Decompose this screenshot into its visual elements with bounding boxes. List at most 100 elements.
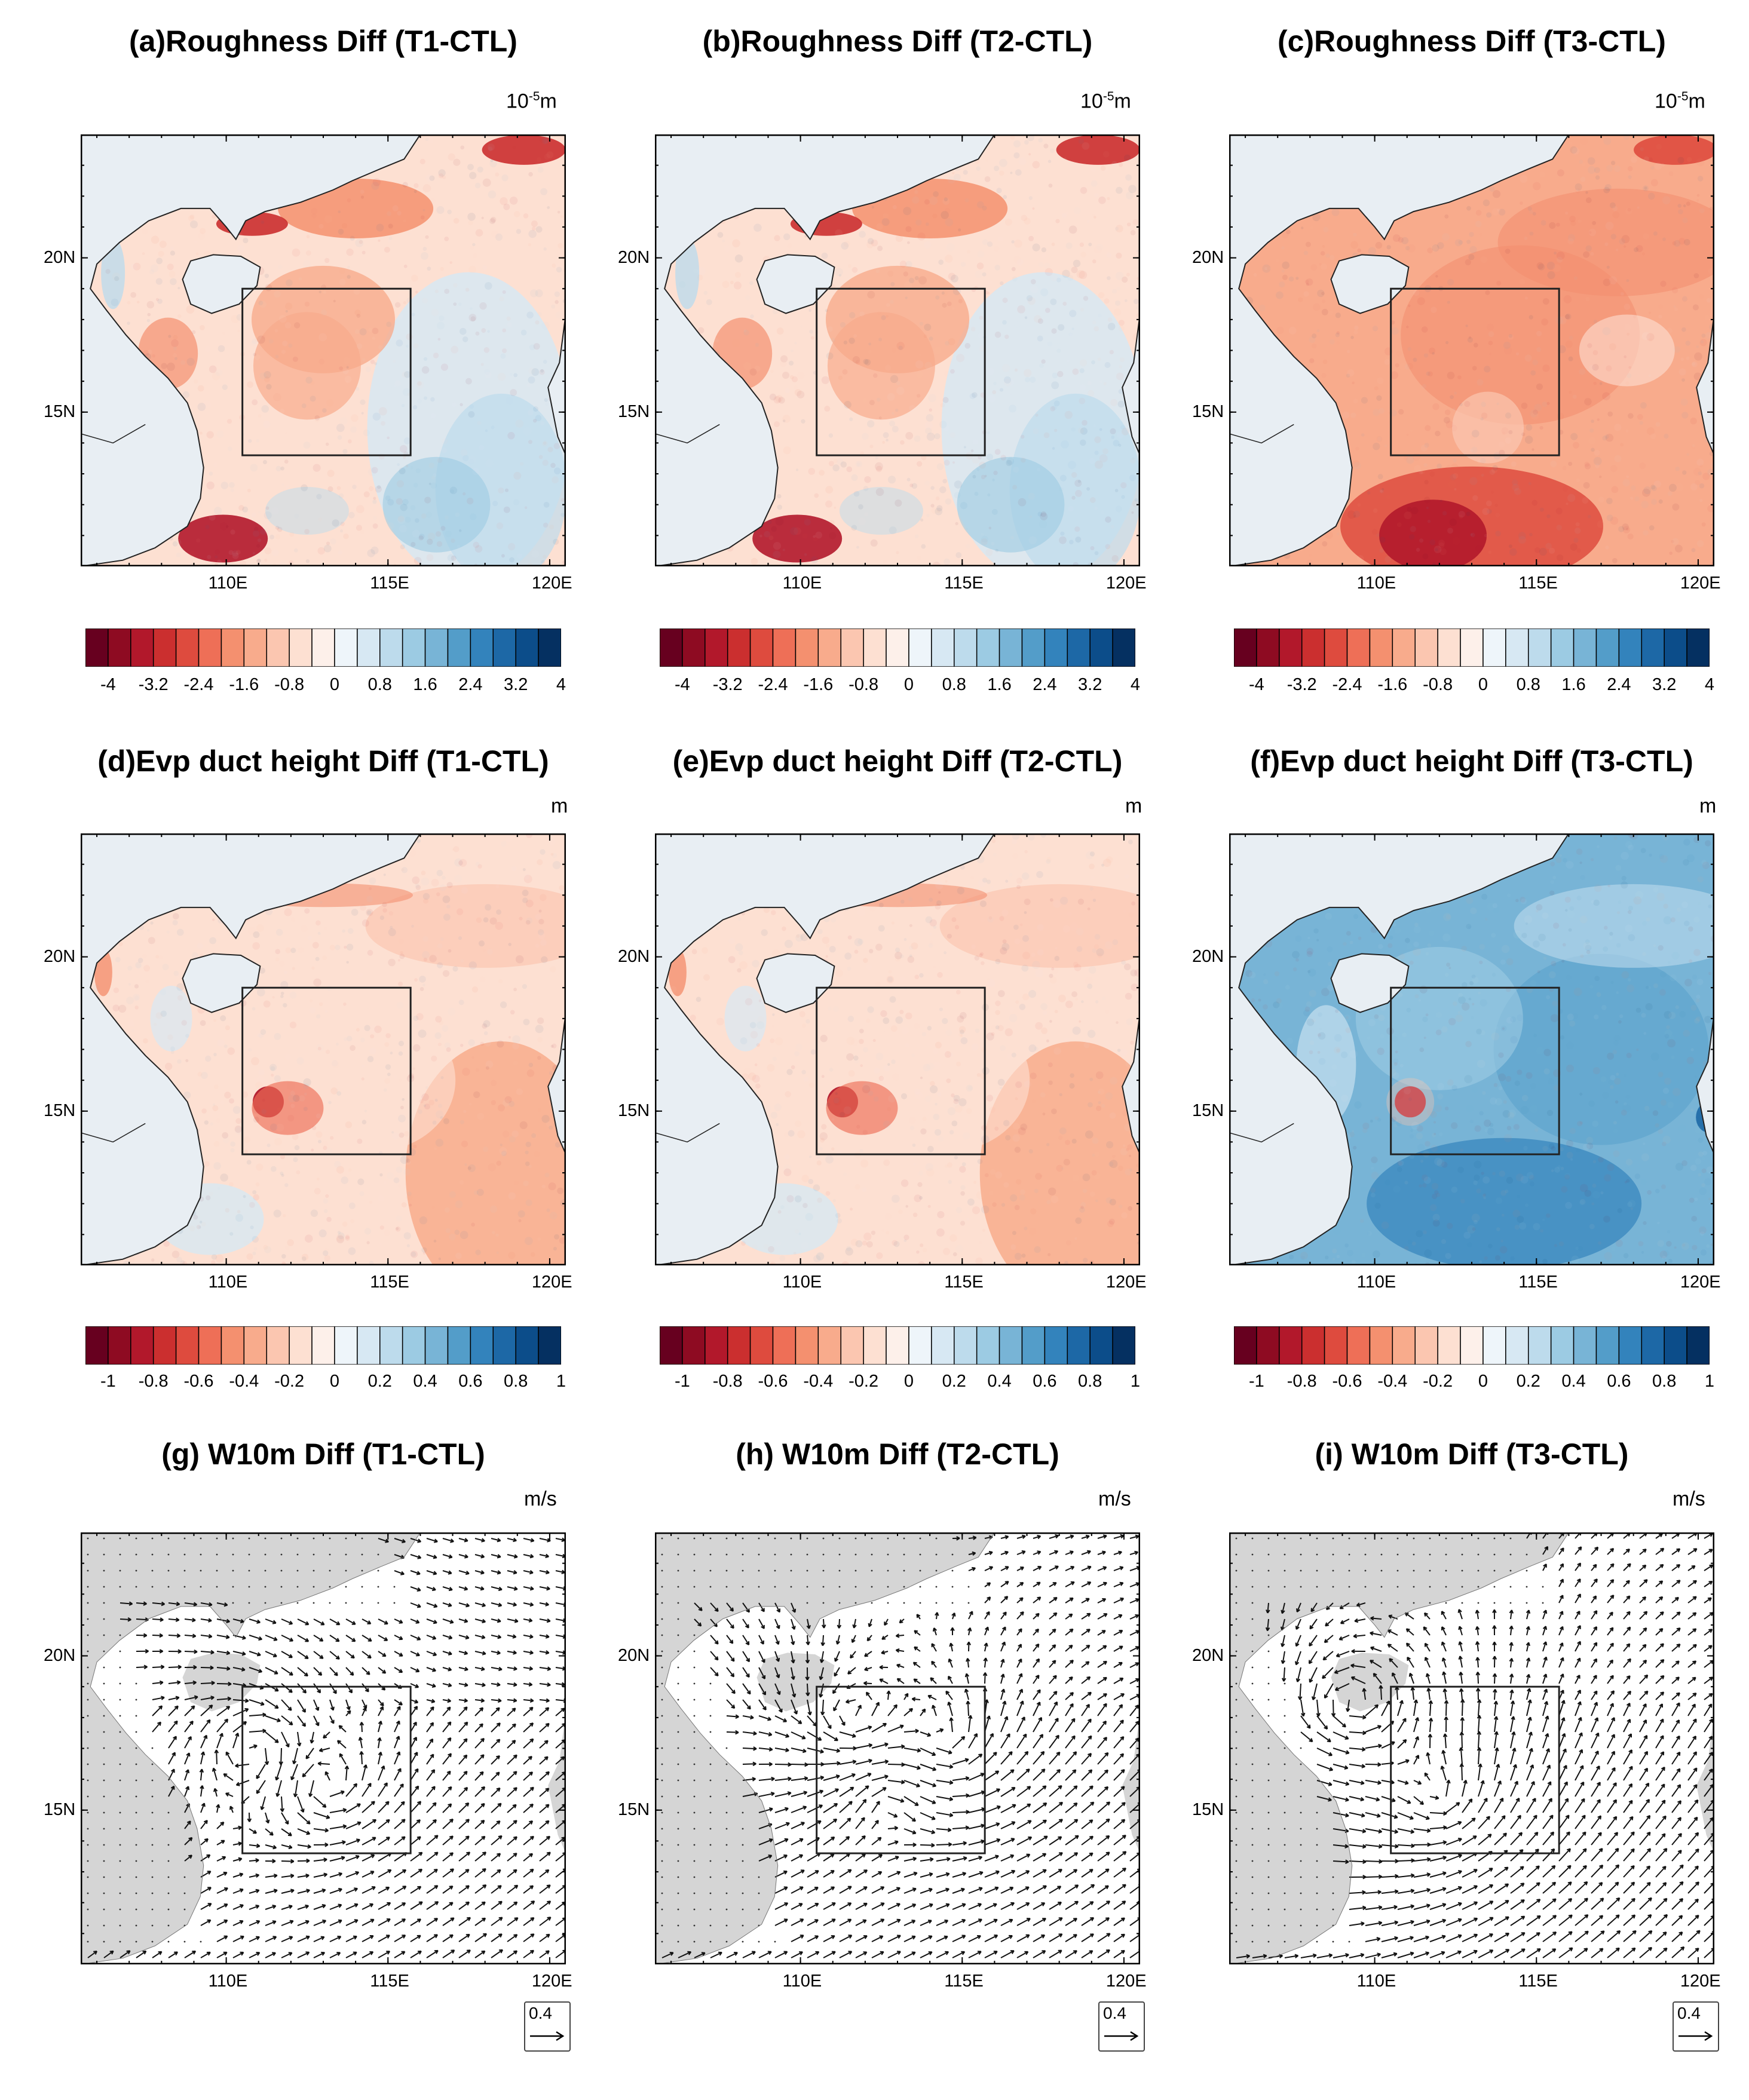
colorbar-tick-label: -0.6 [183,1372,214,1391]
colorbar-tick-label: 0 [1478,1372,1488,1391]
lon-label: 115E [370,1273,409,1292]
map-canvas [81,1532,566,1964]
lat-label: 20N [618,946,650,966]
colorbar-swatch [470,1326,494,1365]
colorbar-tick-label: 0.2 [942,1372,966,1391]
colorbar-swatch [379,628,403,667]
colorbar-tick-label: 0.4 [987,1372,1012,1391]
colorbar-swatch [1414,1326,1438,1365]
colorbar-swatch [492,1326,516,1365]
lon-label: 110E [1356,1972,1396,1991]
lat-label: 20N [44,247,76,267]
panel-title: (b)Roughness Diff (T2-CTL) [702,24,1093,58]
unit-label: 10-5m [1655,90,1705,113]
colorbar-swatch [1686,628,1710,667]
colorbar-swatch [704,628,728,667]
colorbar-tick-label: 2.4 [1033,675,1057,694]
colorbar-swatch [1021,628,1046,667]
lat-label: 15N [618,1799,650,1819]
colorbar-swatch [1641,628,1665,667]
colorbar-swatch [108,628,131,667]
colorbar-swatch [1089,1326,1113,1365]
colorbar-swatch [772,628,797,667]
map-canvas [1229,833,1714,1265]
colorbar-swatch [908,1326,932,1365]
unit-label: m/s [524,1488,557,1510]
panel-title: (e)Evp duct height Diff (T2-CTL) [672,744,1123,778]
lon-label: 110E [1356,1273,1396,1292]
map-canvas [655,833,1140,1265]
colorbar-tick-label: -1 [100,1372,116,1391]
unit-label: m/s [1098,1488,1131,1510]
colorbar-swatch [424,628,449,667]
colorbar-tick-label: 2.4 [458,675,483,694]
lon-label: 115E [944,1273,984,1292]
colorbar-tick-label: 0.8 [367,675,392,694]
lat-label: 20N [618,1645,650,1665]
colorbar-tick-label: -4 [1248,675,1264,694]
colorbar-swatch [704,1326,728,1365]
colorbar-swatch [1392,628,1416,667]
map-duct [81,833,566,1265]
map-roughness [655,134,1140,566]
lat-label: 20N [1192,247,1224,267]
map-canvas [1229,1532,1714,1964]
panel-title: (i) W10m Diff (T3-CTL) [1315,1437,1629,1471]
map-roughness [1229,134,1714,566]
colorbar-swatch [311,628,335,667]
colorbar-swatch [795,1326,819,1365]
unit-label: m [1125,795,1142,817]
colorbar-tick-label: 4 [556,675,566,694]
colorbar [659,628,1136,670]
lon-label: 120E [1105,1273,1147,1292]
colorbar-tick-label: -1.6 [229,675,259,694]
colorbar-swatch [198,1326,222,1365]
colorbar-swatch [1369,628,1393,667]
colorbar-swatch [1067,1326,1091,1365]
lon-label: 115E [1518,1273,1558,1292]
colorbar-swatch [1505,628,1529,667]
lon-label: 120E [531,1273,572,1292]
colorbar-swatch [311,1326,335,1365]
colorbar-tick-label: -1 [674,1372,690,1391]
reference-arrow-icon [1678,2031,1713,2041]
colorbar-tick-label: 0 [329,675,340,694]
lon-label: 110E [208,1273,248,1292]
colorbar-swatch [1112,1326,1136,1365]
colorbar-tick-label: -4 [100,675,116,694]
colorbar-swatch [130,628,154,667]
colorbar-swatch [1233,1326,1257,1365]
reference-vector-box: 0.4 [1673,2001,1719,2052]
colorbar-swatches [1233,1326,1710,1365]
colorbar-swatch [1414,628,1438,667]
colorbar-swatch [379,1326,403,1365]
unit-suffix: m [1114,90,1131,113]
colorbar-swatches [85,1326,562,1365]
colorbar-swatch [749,628,774,667]
colorbar-swatch [1256,628,1280,667]
map-wind [1229,1532,1714,1964]
colorbar-swatch [1044,1326,1068,1365]
panel-title: (f)Evp duct height Diff (T3-CTL) [1250,744,1693,778]
colorbar-tick-label: 2.4 [1607,675,1631,694]
colorbar-tick-label: 0 [903,1372,914,1391]
colorbar-swatch [749,1326,774,1365]
colorbar-swatch [976,628,1000,667]
colorbar-swatch [682,628,706,667]
colorbar-tick-label: -0.2 [849,1372,879,1391]
colorbar-swatches [659,1326,1136,1365]
colorbar-tick-label: 0.2 [367,1372,392,1391]
panel-title: (a)Roughness Diff (T1-CTL) [129,24,517,58]
colorbar-swatch [998,1326,1023,1365]
colorbar-swatch [1369,1326,1393,1365]
colorbar-swatch [266,1326,290,1365]
lon-label: 110E [208,574,248,593]
unit-label: m [1699,795,1717,817]
lon-label: 110E [1356,574,1396,593]
colorbar-swatch [1595,628,1620,667]
colorbar-swatch [424,1326,449,1365]
unit-exponent: -5 [528,90,540,103]
colorbar-swatch [357,628,381,667]
map-duct [655,833,1140,1265]
colorbar-swatch [1021,1326,1046,1365]
